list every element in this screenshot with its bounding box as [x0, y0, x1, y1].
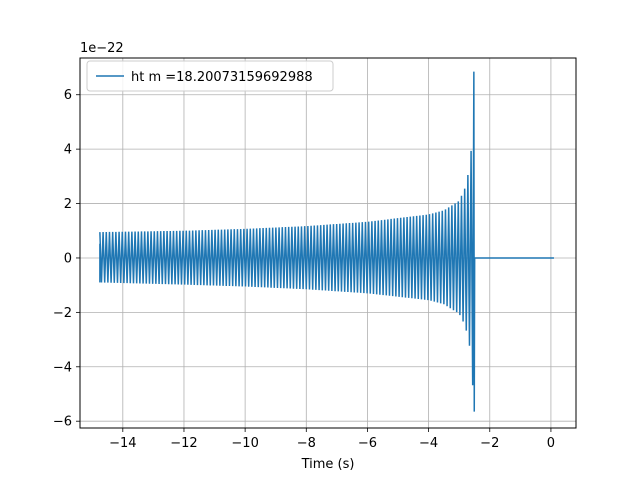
legend-box: [86, 60, 334, 92]
x-tick-label: −14: [109, 436, 136, 451]
x-tick-label: 0: [547, 436, 555, 451]
y-tick-label: 2: [64, 197, 72, 212]
x-tick-label: −4: [419, 436, 438, 451]
legend-entry-label: ht m =18.20073159692988: [131, 70, 313, 85]
y-tick-label: −2: [53, 306, 72, 321]
plot-area: [99, 71, 554, 412]
series-line: [99, 71, 554, 412]
y-tick-label: −6: [53, 415, 72, 430]
y-tick-label: 6: [64, 88, 72, 103]
x-tick-label: −12: [170, 436, 197, 451]
legend: ht m =18.20073159692988: [86, 60, 334, 92]
y-axis: −6 −4 −2 0 2 4 6: [53, 88, 80, 430]
axes-frame: [79, 57, 577, 429]
x-tick-label: −8: [297, 436, 316, 451]
y-tick-label: 4: [64, 143, 72, 158]
y-tick-label: −4: [53, 360, 72, 375]
series-layer: [99, 71, 554, 412]
x-tick-label: −2: [480, 436, 499, 451]
x-axis: −14 −12 −10 −8 −6 −4 −2 0: [109, 428, 555, 451]
x-tick-label: −10: [231, 436, 258, 451]
y-axis-scale-label: 1e−22: [80, 41, 124, 56]
x-axis-label: Time (s): [301, 457, 355, 472]
y-tick-label: 0: [64, 251, 72, 266]
x-tick-label: −6: [358, 436, 377, 451]
grid: [80, 58, 576, 428]
